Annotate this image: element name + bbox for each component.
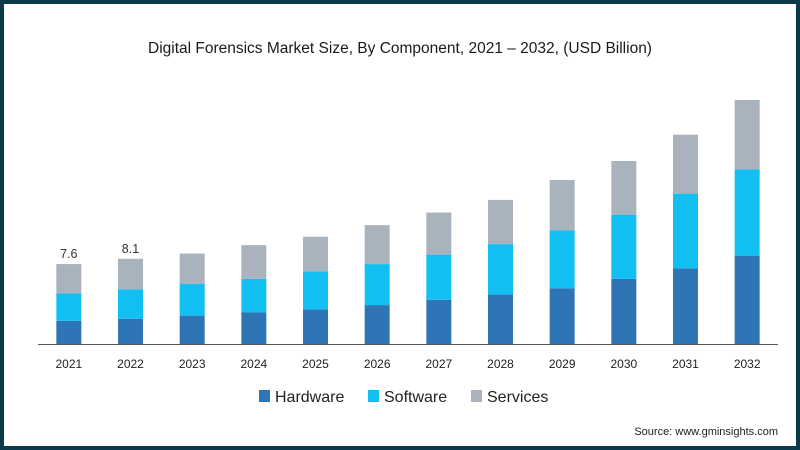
bar-services-2027 — [426, 212, 452, 255]
data-label-2022: 8.1 — [122, 242, 139, 256]
x-tick-labels: 2021 2022 2023 2024 2025 2026 2027 2028 2029 2030… — [55, 357, 760, 371]
bar-hardware-2024 — [241, 312, 267, 344]
bar-software-2032 — [734, 169, 760, 256]
bar-hardware-2032 — [734, 255, 760, 344]
legend-swatch-services — [471, 390, 482, 402]
bar-services-2032 — [734, 100, 760, 170]
bar-software-2028 — [488, 244, 513, 295]
bars-layer — [56, 100, 760, 344]
bar-software-2021 — [56, 293, 82, 321]
bar-hardware-2026 — [364, 305, 390, 344]
x-tick-label-2032: 2032 — [734, 357, 761, 371]
bar-services-2023 — [179, 253, 205, 285]
legend-swatch-hardware — [259, 390, 270, 402]
bar-services-2024 — [241, 245, 267, 279]
bar-software-2030 — [611, 214, 637, 279]
x-tick-label-2031: 2031 — [672, 357, 699, 371]
bar-services-2029 — [549, 179, 575, 231]
bar-hardware-2029 — [549, 288, 575, 344]
bar-services-2021 — [56, 264, 82, 294]
bar-hardware-2028 — [488, 294, 513, 344]
bar-software-2029 — [549, 230, 575, 289]
bar-services-2030 — [611, 161, 637, 215]
x-tick-label-2023: 2023 — [179, 357, 206, 371]
bar-software-2025 — [303, 271, 328, 310]
bar-hardware-2022 — [118, 318, 143, 344]
bar-hardware-2023 — [179, 315, 205, 344]
legend-label-software: Software — [384, 389, 447, 406]
data-labels: 7.6 8.1 — [60, 242, 139, 261]
x-tick-label-2022: 2022 — [117, 357, 144, 371]
legend-label-services: Services — [487, 389, 548, 406]
bar-software-2022 — [118, 289, 143, 319]
bar-hardware-2031 — [673, 268, 698, 344]
bar-services-2022 — [118, 258, 143, 290]
bar-software-2027 — [426, 254, 452, 300]
bar-services-2031 — [673, 134, 698, 194]
legend-swatch-software — [368, 390, 379, 402]
bar-software-2026 — [364, 264, 390, 306]
bar-hardware-2027 — [426, 299, 452, 344]
source-note: Source: www.gminsights.com — [634, 426, 778, 438]
bar-software-2024 — [241, 278, 267, 313]
bar-software-2031 — [673, 193, 698, 269]
bar-hardware-2030 — [611, 278, 637, 344]
bar-services-2025 — [303, 236, 328, 272]
data-label-2021: 7.6 — [60, 247, 77, 261]
x-tick-label-2028: 2028 — [487, 357, 514, 371]
bar-services-2028 — [488, 199, 513, 245]
bar-services-2026 — [364, 225, 390, 265]
x-tick-label-2026: 2026 — [364, 357, 391, 371]
x-tick-label-2025: 2025 — [302, 357, 329, 371]
chart-title: Digital Forensics Market Size, By Compon… — [148, 40, 652, 57]
legend: Hardware Software Services — [259, 389, 548, 406]
legend-label-hardware: Hardware — [275, 389, 344, 406]
x-tick-label-2029: 2029 — [549, 357, 576, 371]
bar-hardware-2021 — [56, 320, 82, 344]
x-tick-label-2021: 2021 — [55, 357, 82, 371]
bar-software-2023 — [179, 284, 205, 316]
x-tick-label-2030: 2030 — [610, 357, 637, 371]
bar-hardware-2025 — [303, 309, 328, 344]
x-tick-label-2027: 2027 — [425, 357, 452, 371]
x-tick-label-2024: 2024 — [240, 357, 267, 371]
